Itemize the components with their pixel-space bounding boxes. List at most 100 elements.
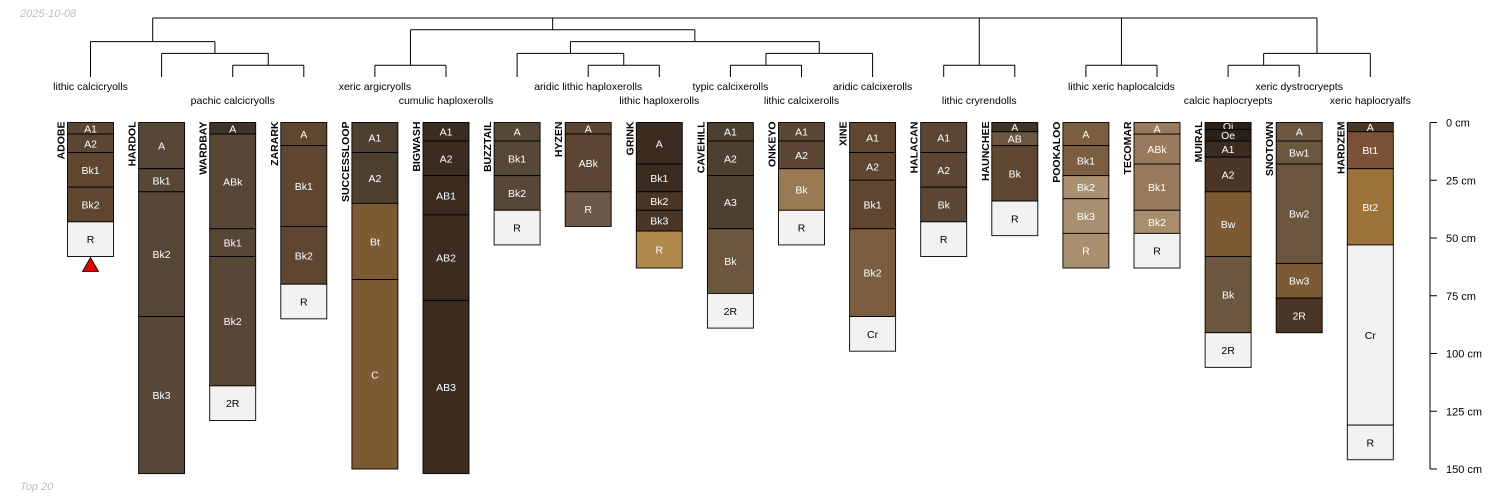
horizon-block [422, 299, 470, 475]
horizon-block [493, 140, 541, 177]
horizon-block [351, 279, 399, 470]
horizon-label: AB3 [436, 382, 456, 394]
horizon-label: Bk1 [153, 175, 171, 187]
horizon-block [138, 191, 186, 317]
horizon-label: ABk [1147, 144, 1167, 156]
horizon-label: R [1082, 246, 1090, 258]
horizon-label: ABk [579, 158, 599, 170]
subgroup-label: calcic haplocryepts [1184, 95, 1273, 107]
horizon-block [635, 163, 683, 193]
horizon-label: Bw1 [1289, 148, 1310, 160]
horizon-label: Bk1 [508, 153, 526, 165]
subgroup-label: xeric argicryolls [339, 81, 411, 93]
axis-tick-label: 25 cm [1446, 175, 1476, 187]
soil-profile: A1 A2 Bk1 Bk2 R ADOBE [56, 122, 114, 272]
profile-name: CAVEHILL [695, 121, 707, 173]
soil-profile: A Bt1 Bt2 Cr R HARDZEM [1335, 121, 1394, 461]
horizon-block [920, 152, 968, 188]
horizon-block [1062, 232, 1110, 269]
horizon-label: A [1367, 122, 1374, 134]
horizon-label: Oe [1221, 130, 1235, 142]
horizon-label: R [300, 297, 308, 309]
soil-profile: A1 A2 Bt C SUCCESSLOOP [340, 122, 399, 470]
soil-profile: A Bk1 Bk2 Bk3 HARDOL [127, 121, 186, 475]
horizon-label: A [656, 138, 663, 150]
horizon-label: Bw2 [1289, 209, 1310, 221]
horizon-label: A [1011, 122, 1018, 134]
horizon-block [706, 292, 754, 329]
soil-profile: A1 A2 A3 Bk 2R CAVEHILL [695, 121, 754, 329]
horizon-block [138, 316, 186, 475]
horizon-block [1204, 256, 1252, 334]
soil-profile: A1 A2 Bk R HALACAN [909, 122, 968, 257]
horizon-block [778, 140, 825, 170]
horizon-label: 2R [1221, 345, 1235, 357]
horizon-label: Bk1 [1077, 156, 1095, 168]
horizon-block [422, 140, 470, 177]
horizon-label: AB1 [436, 190, 456, 202]
horizon-label: AB [1008, 134, 1022, 146]
horizon-block [493, 209, 541, 246]
horizon-block [351, 202, 399, 281]
horizon-label: Bk2 [295, 250, 313, 262]
subgroup-label: pachic calcicryolls [191, 95, 275, 107]
horizon-label: A2 [368, 173, 381, 185]
horizon-block [1062, 145, 1110, 177]
horizon-label: Bt [370, 236, 380, 248]
profile-name: MUIRAL [1193, 121, 1205, 162]
axis-tick-label: 100 cm [1446, 349, 1482, 361]
horizon-label: A [300, 129, 307, 141]
horizon-block [209, 133, 257, 230]
subgroup-label: lithic cryrendolls [942, 95, 1017, 107]
profile-name: HARDOL [127, 121, 139, 166]
profile-name: BUZZTAIL [482, 121, 494, 172]
date-note: 2025-10-08 [20, 8, 77, 20]
profile-name: BIGWASH [411, 122, 423, 172]
horizon-label: A2 [724, 153, 737, 165]
horizon-block [280, 145, 328, 227]
horizon-label: Bk2 [1077, 182, 1095, 194]
subgroup-label: aridic calcixerolls [833, 81, 912, 93]
horizon-label: A2 [1222, 169, 1235, 181]
horizon-block [138, 122, 186, 170]
horizon-label: A [229, 123, 236, 135]
horizon-label: 2R [724, 306, 738, 318]
horizon-label: Cr [1365, 330, 1377, 342]
horizon-label: R [1153, 246, 1161, 258]
subgroup-label: aridic lithic haploxerolls [534, 81, 642, 93]
subgroup-label: xeric haplocryalfs [1330, 95, 1411, 107]
profile-name: SUCCESSLOOP [340, 122, 352, 203]
horizon-label: Bk1 [650, 173, 668, 185]
profile-name: GRINK [624, 121, 636, 155]
horizon-block [706, 140, 754, 177]
horizon-label: Bk1 [295, 181, 313, 193]
subgroup-label: lithic calcixerolls [764, 95, 839, 107]
soil-profile: A Bw1 Bw2 Bw3 2R SNOTOWN [1264, 122, 1323, 334]
horizon-label: A1 [368, 133, 381, 145]
horizon-label: Bk1 [864, 200, 882, 212]
soil-profile: A Bk1 Bk2 Bk3 R POOKALOO [1051, 122, 1110, 269]
horizon-label: R [940, 234, 948, 246]
horizon-block [351, 122, 399, 153]
horizon-block [1275, 262, 1323, 299]
horizon-block [778, 168, 825, 211]
soil-profile: AAB Bk R HAUNCHEE [980, 122, 1039, 237]
horizon-label: Bt1 [1362, 145, 1378, 157]
horizon-label: Bk2 [153, 249, 171, 261]
horizon-block [1204, 191, 1252, 257]
horizon-block [564, 133, 612, 193]
horizon-label: R [1367, 437, 1375, 449]
horizon-label: ABk [223, 176, 243, 188]
horizon-label: R [656, 245, 664, 257]
profile-name: ZARARK [269, 121, 281, 166]
horizon-label: Bw3 [1289, 276, 1310, 288]
horizon-block [849, 122, 897, 153]
soil-profile: A Bk1 Bk2 Bk3 R GRINK [624, 121, 683, 269]
horizon-label: A2 [84, 138, 97, 150]
horizon-block [422, 175, 470, 216]
horizon-label: A3 [724, 197, 737, 209]
horizon-label: R [87, 234, 95, 246]
horizon-label: AB2 [436, 253, 456, 265]
horizon-block [920, 122, 968, 153]
horizon-block [778, 209, 825, 246]
